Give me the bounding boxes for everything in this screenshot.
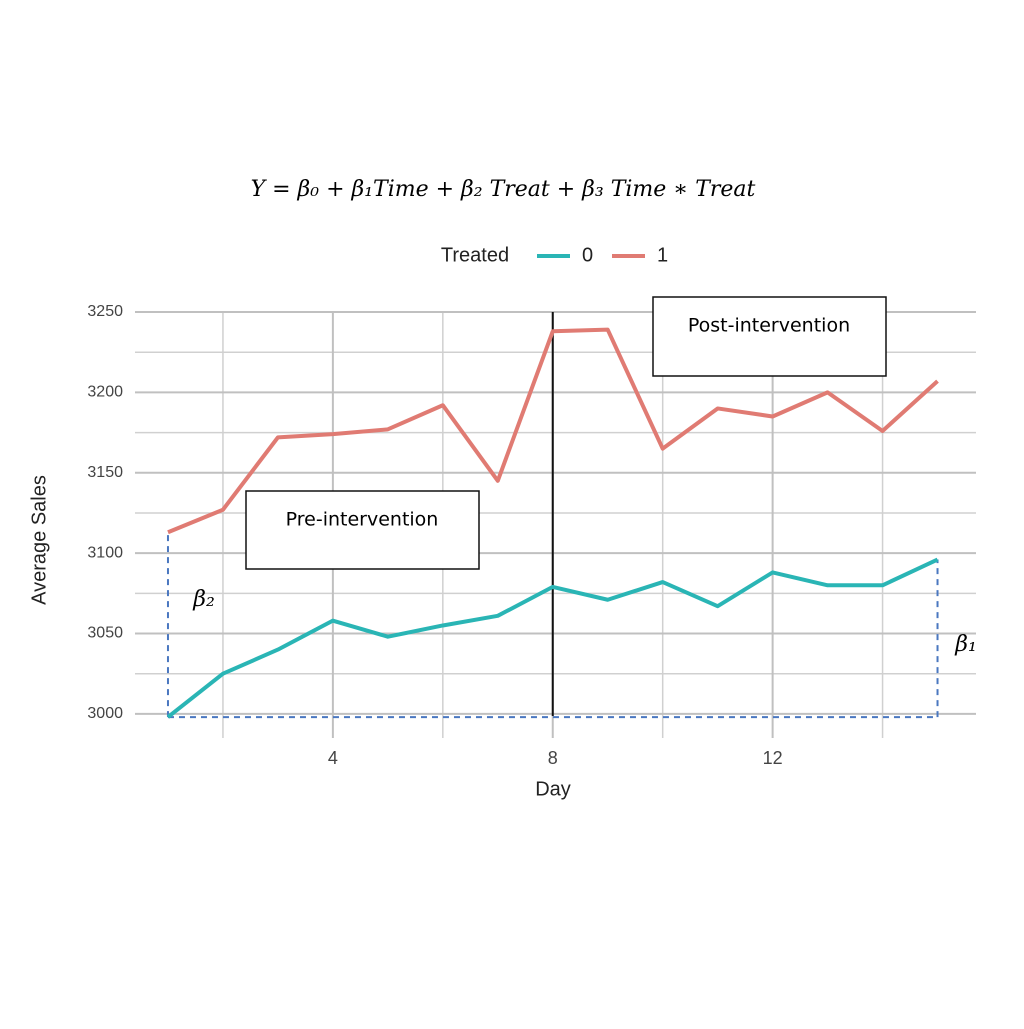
marks	[166, 312, 939, 719]
y-tick-label: 3000	[87, 705, 123, 722]
x-tick-label: 4	[328, 748, 338, 768]
annotation: Pre-intervention	[286, 509, 439, 531]
y-tick-label: 3150	[87, 464, 123, 481]
legend-title: Treated	[441, 244, 509, 266]
annotation: β₂	[192, 587, 215, 612]
series-line	[167, 327, 939, 535]
y-tick-label: 3200	[87, 384, 123, 401]
annotation-box	[245, 490, 480, 570]
annotation: Post-intervention	[688, 315, 850, 337]
chart-title: Y = β₀ + β₁Time + β₂ Treat + β₃ Time ∗ T…	[251, 177, 756, 202]
annotation-box	[652, 296, 887, 377]
legend-label: 1	[657, 244, 668, 266]
x-axis-label: Day	[535, 778, 571, 800]
x-tick-label: 12	[763, 748, 783, 768]
annotation: β₁	[954, 632, 977, 657]
x-tick-label: 8	[548, 748, 558, 768]
legend-label: 0	[582, 244, 593, 266]
y-axis-label: Average Sales	[28, 475, 50, 605]
y-tick-label: 3100	[87, 544, 123, 561]
y-tick-label: 3250	[87, 303, 123, 320]
series-line	[166, 557, 939, 719]
y-tick-label: 3050	[87, 625, 123, 642]
